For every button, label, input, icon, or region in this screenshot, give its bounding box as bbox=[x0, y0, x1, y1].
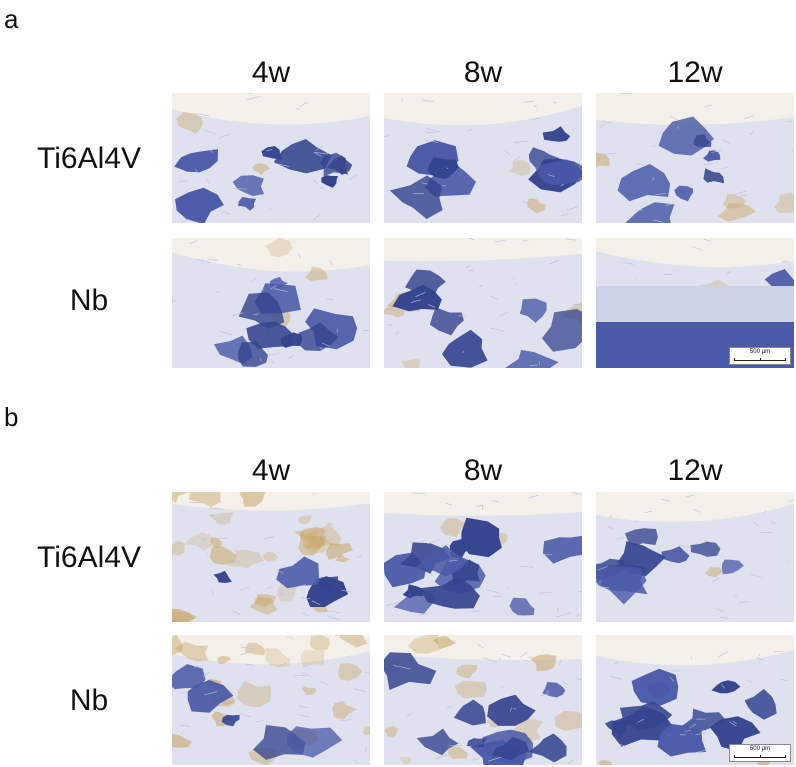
micrograph-a-nb-8w bbox=[384, 238, 582, 368]
micrograph-b-ti6al4v-4w bbox=[172, 492, 370, 622]
panel-letter-a: a bbox=[4, 6, 18, 32]
micrograph-texture bbox=[384, 635, 582, 765]
row-label-nb-b: Nb bbox=[4, 686, 174, 716]
micrograph-a-ti6al4v-8w bbox=[384, 93, 582, 223]
micrograph-texture bbox=[384, 93, 582, 223]
row-label-ti6al4v-b: Ti6Al4V bbox=[4, 543, 174, 573]
scale-bar-a: 500 µm bbox=[729, 347, 791, 365]
scale-bar-b: 500 µm bbox=[729, 744, 791, 762]
row-label-ti6al4v-a: Ti6Al4V bbox=[4, 144, 174, 174]
panel-letter-b: b bbox=[4, 404, 18, 430]
micrograph-b-nb-12w: 500 µm bbox=[596, 635, 794, 765]
micrograph-b-ti6al4v-12w bbox=[596, 492, 794, 622]
micrograph-b-nb-4w bbox=[172, 635, 370, 765]
column-label-12w-a: 12w bbox=[596, 58, 794, 88]
micrograph-texture bbox=[596, 93, 794, 223]
micrograph-b-ti6al4v-8w bbox=[384, 492, 582, 622]
scale-bar-label-b: 500 µm bbox=[750, 746, 770, 752]
micrograph-texture bbox=[172, 238, 370, 368]
micrograph-a-ti6al4v-4w bbox=[172, 93, 370, 223]
micrograph-texture bbox=[596, 492, 794, 622]
micrograph-a-nb-4w bbox=[172, 238, 370, 368]
column-label-8w-b: 8w bbox=[384, 456, 582, 486]
row-label-nb-a: Nb bbox=[4, 286, 174, 316]
micrograph-texture bbox=[384, 238, 582, 368]
micrograph-texture bbox=[172, 93, 370, 223]
column-label-12w-b: 12w bbox=[596, 456, 794, 486]
column-label-4w-a: 4w bbox=[172, 58, 370, 88]
micrograph-texture bbox=[384, 492, 582, 622]
scale-bar-label-a: 500 µm bbox=[750, 349, 770, 355]
column-label-8w-a: 8w bbox=[384, 58, 582, 88]
micrograph-texture bbox=[172, 635, 370, 765]
micrograph-b-nb-8w bbox=[384, 635, 582, 765]
micrograph-a-nb-12w: 500 µm bbox=[596, 238, 794, 368]
micrograph-a-ti6al4v-12w bbox=[596, 93, 794, 223]
column-label-4w-b: 4w bbox=[172, 456, 370, 486]
micrograph-texture bbox=[172, 492, 370, 622]
